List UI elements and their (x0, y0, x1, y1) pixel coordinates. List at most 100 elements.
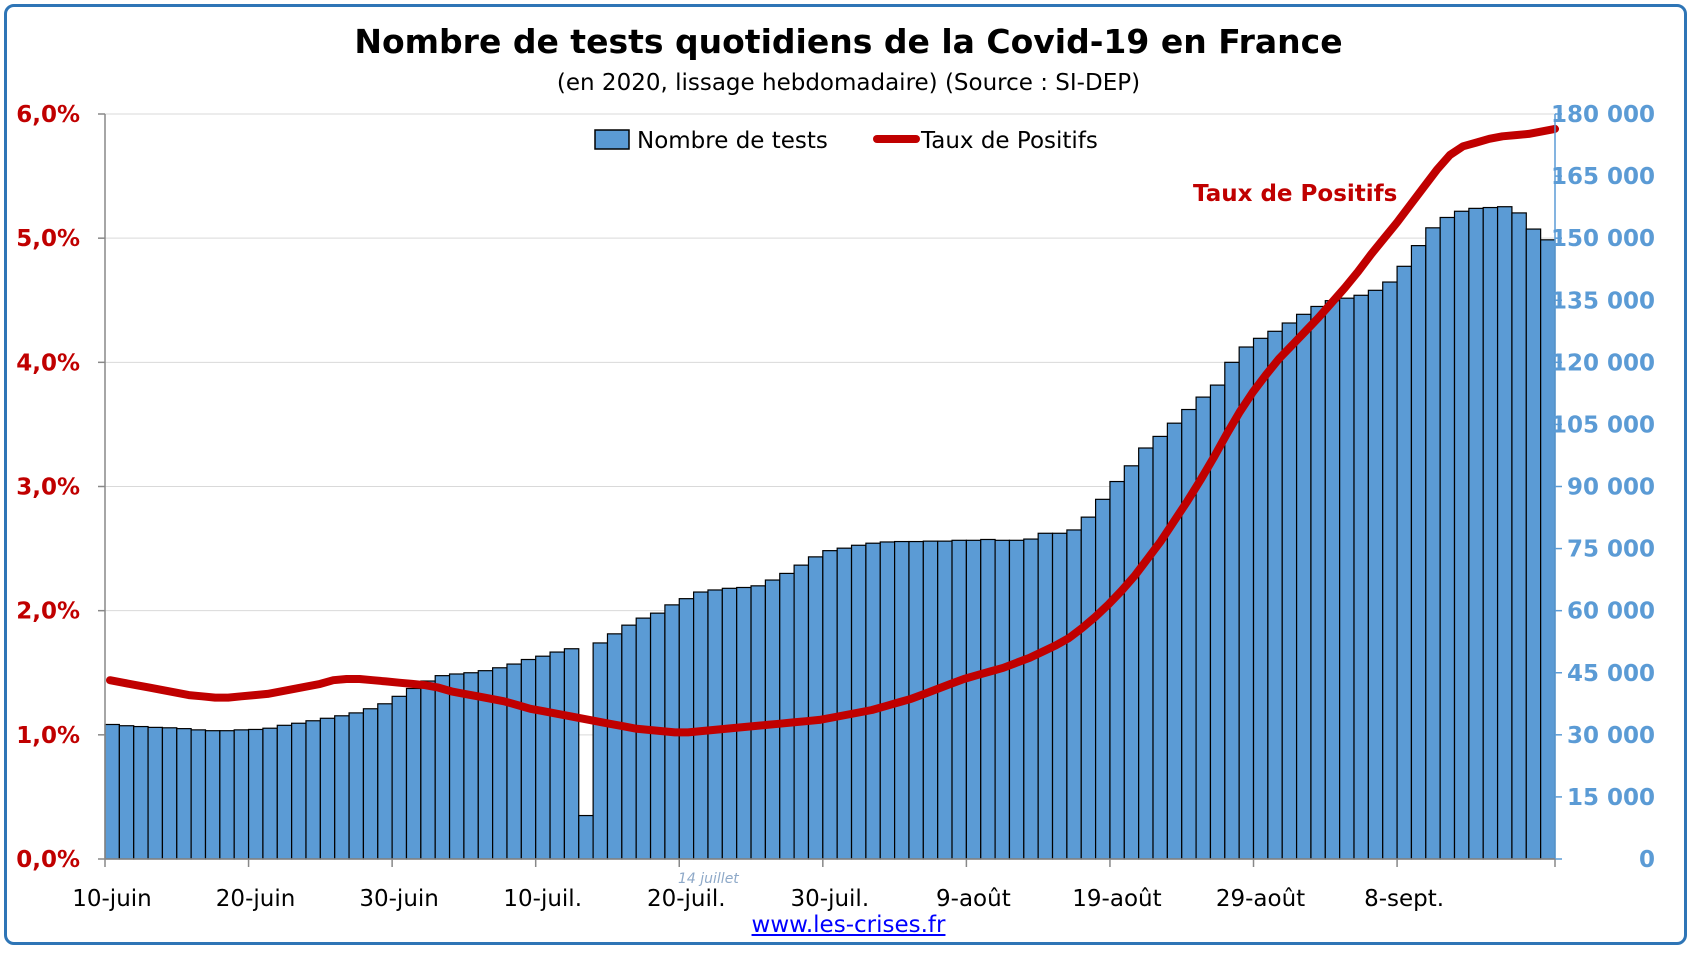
chart-subtitle: (en 2020, lissage hebdomadaire) (Source … (556, 70, 1141, 96)
x-tick-label: 20-juin (216, 886, 296, 912)
bar (621, 624, 637, 860)
bar (1080, 516, 1097, 860)
left-tick-label: 3,0% (16, 475, 80, 501)
bar (420, 680, 436, 860)
bar (463, 672, 479, 860)
bar (635, 617, 652, 860)
right-tick-label: 0 (1639, 847, 1655, 873)
x-tick-label: 30-juil. (791, 886, 870, 912)
left-tick-label: 1,0% (16, 723, 80, 749)
legend-label-positifs: Taux de Positifs (920, 128, 1098, 154)
bar (448, 673, 465, 860)
bar (1396, 265, 1413, 860)
bar (434, 675, 451, 860)
bar (994, 539, 1011, 860)
right-tick-label: 180 000 (1551, 102, 1655, 128)
bar (1008, 539, 1025, 860)
bar (391, 695, 408, 860)
right-tick-label: 165 000 (1551, 164, 1655, 190)
bar (535, 655, 551, 860)
right-tick-label: 90 000 (1567, 475, 1655, 501)
bar (1238, 346, 1255, 860)
bar (377, 703, 393, 860)
bar (693, 591, 709, 860)
right-tick-label: 120 000 (1551, 350, 1655, 376)
bar (118, 725, 135, 860)
bars-series (104, 206, 1556, 860)
chart-title: Nombre de tests quotidiens de la Covid-1… (354, 22, 1343, 61)
bar (1181, 408, 1197, 860)
bar (1138, 447, 1154, 860)
series-label-positifs: Taux de Positifs (1193, 181, 1397, 207)
bar (563, 648, 580, 860)
bar (147, 726, 164, 860)
taux-positifs-line (106, 124, 1559, 737)
bar (1496, 206, 1513, 860)
bar (965, 539, 982, 860)
bar (219, 730, 235, 860)
bar (922, 540, 939, 860)
bar (549, 651, 566, 860)
bar (161, 727, 178, 860)
bar (233, 729, 250, 860)
right-tick-label: 60 000 (1567, 599, 1655, 625)
legend-bar-swatch (594, 129, 630, 150)
bar (793, 564, 810, 860)
bar (764, 579, 781, 860)
bar (1037, 532, 1054, 860)
bar (1382, 281, 1398, 860)
right-tick-label: 105 000 (1551, 412, 1655, 438)
bar (190, 729, 207, 860)
right-tick-label: 75 000 (1567, 537, 1655, 563)
bar (1339, 297, 1355, 860)
bar (865, 542, 881, 860)
bar (1252, 337, 1269, 860)
line-series (106, 124, 1559, 737)
source-link[interactable]: www.les-crises.fr (751, 912, 946, 938)
bar (1094, 498, 1111, 860)
bar (362, 708, 379, 860)
bar (1310, 305, 1326, 860)
bar (1367, 289, 1384, 860)
x-tick-label: 10-juin (72, 886, 152, 912)
bar (1109, 480, 1125, 860)
bar (1353, 294, 1369, 860)
bar (1410, 245, 1427, 860)
bar (334, 715, 350, 860)
bar (1166, 422, 1183, 860)
bar (1152, 435, 1168, 860)
legend: Nombre de tests Taux de Positifs (594, 128, 1098, 154)
bar (405, 687, 422, 860)
bar (779, 572, 795, 860)
bar (980, 538, 996, 860)
bar (291, 722, 307, 860)
bar (937, 540, 953, 860)
bar (1468, 207, 1484, 860)
x-tick-label: 8-sept. (1364, 886, 1444, 912)
bar (649, 612, 666, 860)
right-tick-label: 30 000 (1567, 723, 1655, 749)
bar (1439, 216, 1456, 860)
bar (721, 587, 738, 860)
bar (707, 589, 723, 860)
x-tick-label: 20-juil. (647, 886, 726, 912)
bar (176, 728, 192, 860)
left-tick-label: 5,0% (16, 226, 80, 252)
bar (578, 814, 594, 860)
bar (1066, 529, 1082, 860)
left-tick-label: 6,0% (16, 102, 80, 128)
bar (204, 730, 221, 860)
x-tick-label: 9-août (936, 886, 1011, 912)
bar (1425, 227, 1441, 860)
bar (348, 712, 365, 860)
right-tick-label: 150 000 (1551, 226, 1655, 252)
x-tick-label: 30-juin (359, 886, 439, 912)
axes: 0 15 000 30 000 45 000 60 000 75 000 90 000 105… (16, 102, 1655, 912)
bar (1123, 465, 1140, 860)
bar (1511, 212, 1527, 860)
bar (951, 539, 967, 860)
left-tick-label: 4,0% (16, 350, 80, 376)
bar (1267, 330, 1283, 860)
bar (1295, 313, 1312, 860)
